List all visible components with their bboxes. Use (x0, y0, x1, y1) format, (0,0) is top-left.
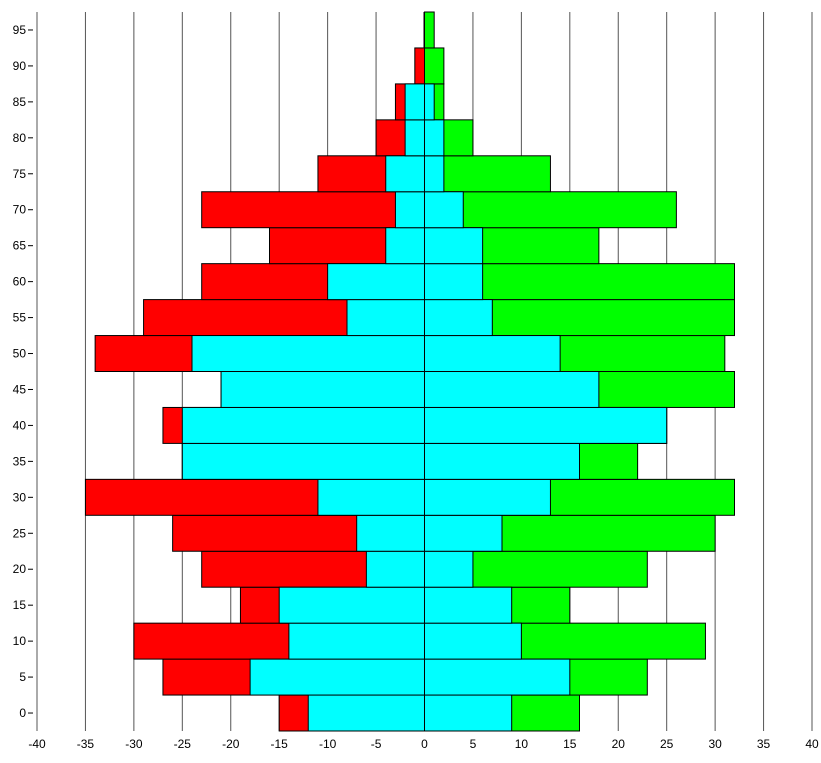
bar-right-inner-35 (424, 442, 580, 480)
bar-right-inner-60 (424, 263, 484, 301)
bar-left-inner-70 (394, 191, 425, 229)
bar-right-inner-70 (424, 191, 464, 229)
y-tick-label: 20 (13, 562, 27, 576)
bar-right-inner-65 (424, 227, 484, 265)
bar-left-inner-85 (404, 83, 425, 121)
y-tick-label: 35 (13, 454, 27, 468)
bar-right-inner-75 (424, 155, 445, 193)
x-tick-label: 25 (660, 737, 674, 751)
y-tick-label: 90 (13, 59, 27, 73)
bar-right-inner-15 (424, 586, 513, 624)
x-tick-label: 15 (563, 737, 577, 751)
bar-right-inner-80 (424, 119, 445, 157)
x-tick-label: -20 (222, 737, 240, 751)
x-tick-label: -15 (271, 737, 289, 751)
bar-left-inner-25 (356, 514, 425, 552)
x-tick-label: 0 (421, 737, 428, 751)
y-tick-label: 85 (13, 95, 27, 109)
bars (84, 11, 735, 732)
bar-right-inner-85 (424, 83, 435, 121)
x-tick-label: 10 (515, 737, 529, 751)
bar-right-inner-45 (424, 371, 600, 408)
x-tick-label: -5 (371, 737, 382, 751)
bar-left-inner-10 (288, 622, 425, 660)
x-tick-label: 5 (470, 737, 477, 751)
x-tick-label: 30 (708, 737, 722, 751)
bar-left-inner-20 (365, 550, 425, 588)
x-tick-label: 35 (757, 737, 771, 751)
bar-right-outer-70 (424, 191, 677, 229)
bar-left-inner-60 (327, 263, 425, 301)
bar-left-inner-80 (404, 119, 425, 157)
bar-left-inner-0 (307, 694, 425, 732)
bar-left-inner-65 (385, 227, 425, 265)
bar-right-inner-25 (424, 514, 503, 552)
bar-right-inner-5 (424, 658, 571, 696)
x-tick-label: -10 (319, 737, 337, 751)
bar-right-inner-50 (424, 335, 561, 372)
bar-right-outer-95 (424, 11, 435, 49)
bar-right-outer-90 (424, 47, 445, 85)
y-tick-label: 50 (13, 347, 27, 361)
bar-right-inner-20 (424, 550, 474, 588)
y-tick-label: 25 (13, 526, 27, 540)
y-tick-label: 80 (13, 131, 27, 145)
x-tick-label: 20 (612, 737, 626, 751)
y-tick-label: 40 (13, 418, 27, 432)
y-tick-label: 70 (13, 203, 27, 217)
y-tick-label: 95 (13, 23, 27, 37)
bar-right-inner-55 (424, 299, 493, 337)
bar-left-inner-30 (317, 478, 425, 516)
y-tick-label: 10 (13, 634, 27, 648)
bar-right-inner-0 (424, 694, 513, 732)
y-tick-label: 15 (13, 598, 27, 612)
y-tick-label: 55 (13, 311, 27, 325)
x-tick-label: -40 (28, 737, 46, 751)
bar-left-outer-90 (414, 47, 425, 85)
bar-right-inner-30 (424, 478, 551, 516)
bar-left-inner-40 (181, 406, 425, 444)
bar-left-outer-70 (201, 191, 425, 229)
axes: 05101520253035404550556065707580859095-4… (13, 23, 819, 751)
x-tick-label: -30 (125, 737, 143, 751)
y-tick-label: 5 (19, 670, 26, 684)
x-tick-label: -35 (77, 737, 95, 751)
bar-left-inner-5 (249, 658, 425, 696)
bar-left-inner-15 (278, 586, 425, 624)
bar-left-inner-50 (191, 335, 425, 372)
y-tick-label: 65 (13, 239, 27, 253)
bar-left-inner-75 (385, 155, 425, 193)
y-tick-label: 30 (13, 490, 27, 504)
bar-right-outer-75 (424, 155, 551, 193)
x-tick-label: 40 (805, 737, 819, 751)
y-tick-label: 75 (13, 167, 27, 181)
y-tick-label: 45 (13, 382, 27, 396)
bar-right-inner-40 (424, 406, 668, 444)
x-tick-label: -25 (174, 737, 192, 751)
bar-left-inner-55 (346, 299, 425, 337)
bar-right-inner-10 (424, 622, 522, 660)
bar-left-inner-45 (220, 371, 425, 408)
y-tick-label: 0 (19, 706, 26, 720)
bar-left-inner-35 (181, 442, 425, 480)
y-tick-label: 60 (13, 275, 27, 289)
